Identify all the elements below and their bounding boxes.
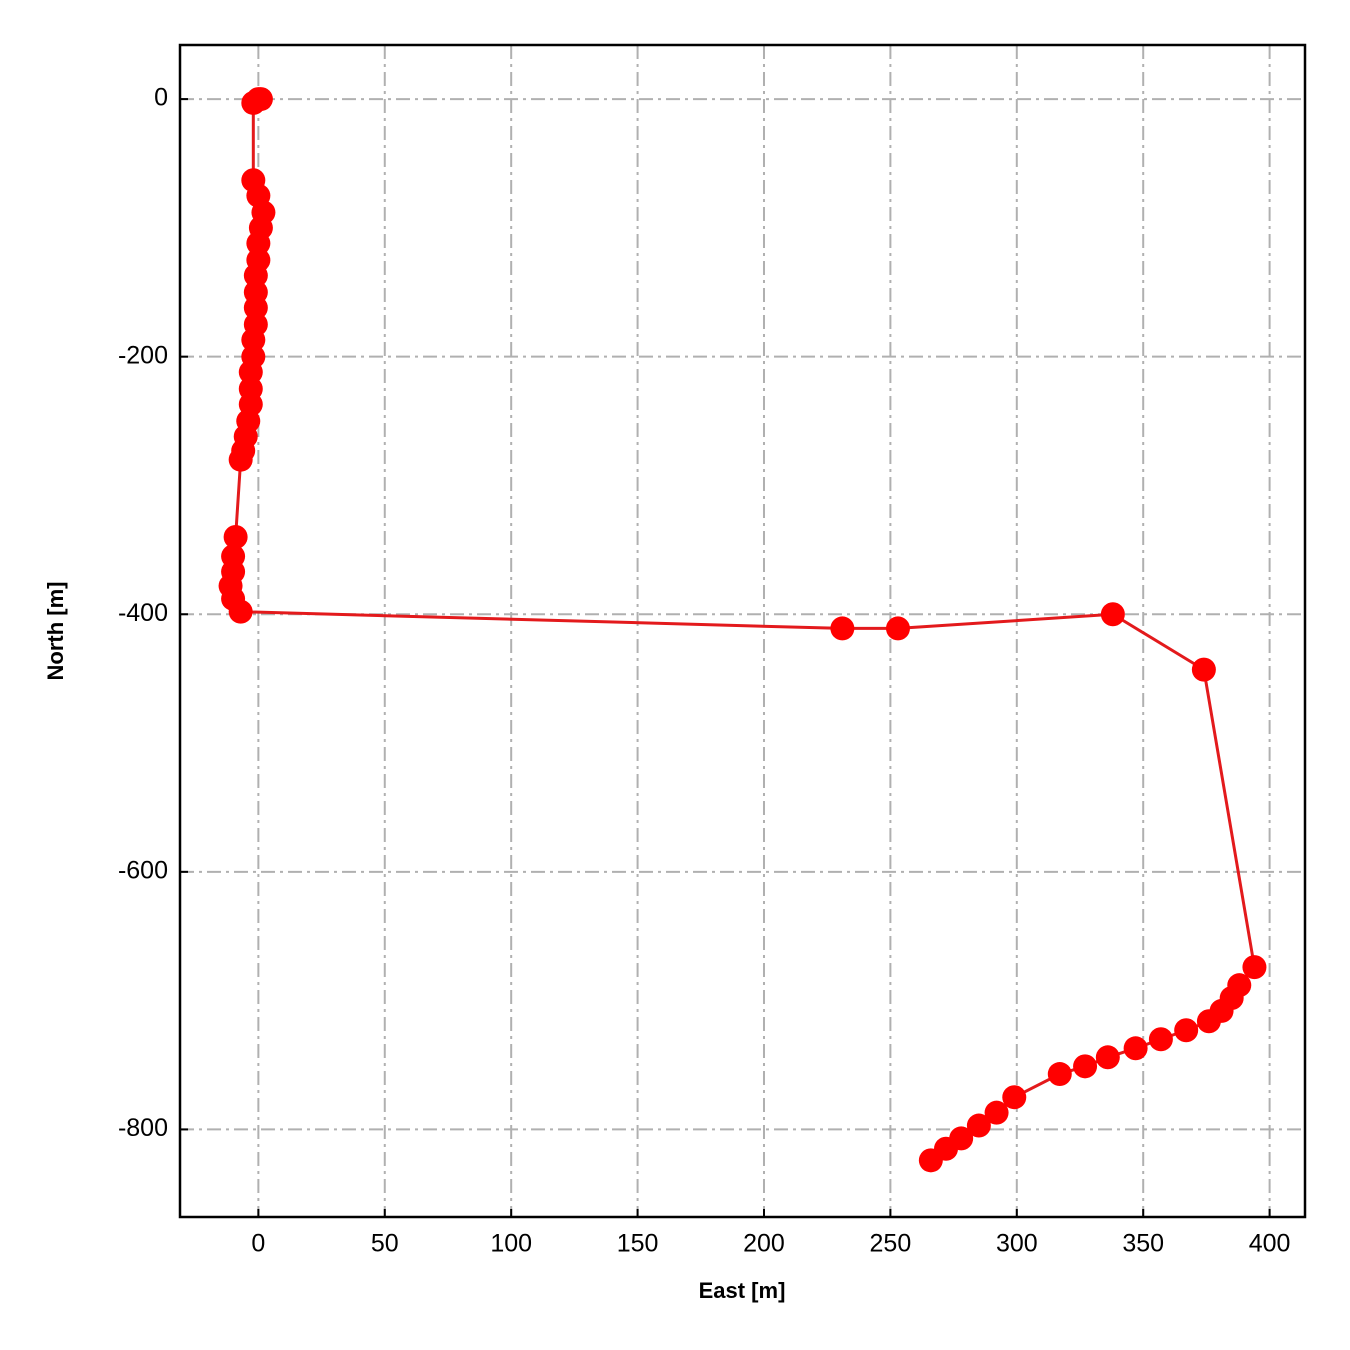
x-axis-label: East [m]	[699, 1278, 786, 1303]
marker	[1174, 1018, 1199, 1043]
marker	[918, 1148, 943, 1173]
x-tick-label: 350	[1122, 1230, 1164, 1258]
marker	[1242, 955, 1267, 980]
y-tick-label: 0	[154, 84, 168, 112]
marker	[1196, 1009, 1221, 1034]
x-tick-label: 0	[251, 1230, 265, 1258]
marker	[984, 1100, 1009, 1125]
y-tick-label: -400	[118, 599, 168, 627]
marker	[228, 599, 253, 624]
x-tick-label: 250	[870, 1230, 912, 1258]
x-tick-label: 150	[617, 1230, 659, 1258]
marker	[1073, 1054, 1098, 1079]
x-tick-label: 200	[743, 1230, 785, 1258]
marker	[1148, 1027, 1173, 1052]
marker	[246, 231, 271, 256]
plot-frame	[178, 43, 1307, 1219]
marker	[1100, 602, 1125, 627]
marker	[228, 447, 253, 472]
marker	[243, 295, 268, 320]
y-tick-label: -800	[118, 1114, 168, 1142]
x-tick-label: 400	[1249, 1230, 1291, 1258]
marker	[1191, 657, 1216, 682]
y-tick-label: -200	[118, 341, 168, 369]
marker	[241, 327, 266, 352]
marker	[1123, 1036, 1148, 1061]
marker	[1095, 1045, 1120, 1070]
x-tick-label: 50	[371, 1230, 399, 1258]
marker	[241, 90, 266, 115]
marker	[885, 616, 910, 641]
x-tick-label: 100	[490, 1230, 532, 1258]
y-axis-label: North [m]	[43, 582, 68, 681]
y-tick-label: -600	[118, 856, 168, 884]
marker	[1047, 1062, 1072, 1087]
marker	[238, 360, 263, 385]
marker	[1002, 1085, 1027, 1110]
marker	[830, 616, 855, 641]
marker	[966, 1113, 991, 1138]
x-tick-label: 300	[996, 1230, 1038, 1258]
marker	[243, 263, 268, 288]
marker	[223, 524, 248, 549]
